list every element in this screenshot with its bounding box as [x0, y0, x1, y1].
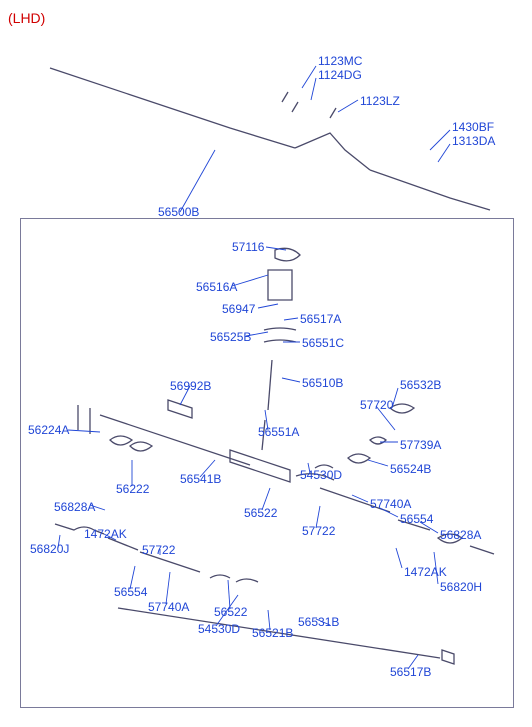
part-label-56517A[interactable]: 56517A [300, 312, 341, 326]
part-label-56516A[interactable]: 56516A [196, 280, 237, 294]
part-label-56521B[interactable]: 56521B [252, 626, 293, 640]
part-label-57720[interactable]: 57720 [360, 398, 393, 412]
part-label-56500B[interactable]: 56500B [158, 205, 199, 219]
part-label-1123MC[interactable]: 1123MC [318, 54, 362, 68]
part-label-1124DG[interactable]: 1124DG [318, 68, 362, 82]
part-label-56224A[interactable]: 56224A [28, 423, 69, 437]
part-label-56554[interactable]: 56554 [400, 512, 433, 526]
part-label-56517B[interactable]: 56517B [390, 665, 431, 679]
part-label-1313DA[interactable]: 1313DA [452, 134, 495, 148]
variant-label: (LHD) [8, 10, 45, 26]
part-label-56541B[interactable]: 56541B [180, 472, 221, 486]
part-label-56531B[interactable]: 56531B [298, 615, 339, 629]
part-label-57740A[interactable]: 57740A [370, 497, 411, 511]
part-label-57722[interactable]: 57722 [142, 543, 175, 557]
part-label-56524B[interactable]: 56524B [390, 462, 431, 476]
part-label-56522[interactable]: 56522 [214, 605, 247, 619]
part-label-56551A[interactable]: 56551A [258, 425, 299, 439]
part-label-54530D[interactable]: 54530D [198, 622, 240, 636]
part-label-1472AK[interactable]: 1472AK [84, 527, 127, 541]
part-label-56222[interactable]: 56222 [116, 482, 149, 496]
part-label-56510B[interactable]: 56510B [302, 376, 343, 390]
part-label-57722[interactable]: 57722 [302, 524, 335, 538]
part-label-56522[interactable]: 56522 [244, 506, 277, 520]
part-label-56820J[interactable]: 56820J [30, 542, 69, 556]
part-label-56828A[interactable]: 56828A [440, 528, 481, 542]
part-label-56551C[interactable]: 56551C [302, 336, 344, 350]
part-label-56554[interactable]: 56554 [114, 585, 147, 599]
part-label-1123LZ[interactable]: 1123LZ [360, 94, 400, 108]
part-label-56992B[interactable]: 56992B [170, 379, 211, 393]
part-label-56532B[interactable]: 56532B [400, 378, 441, 392]
part-label-1430BF[interactable]: 1430BF [452, 120, 494, 134]
part-label-56947[interactable]: 56947 [222, 302, 255, 316]
part-label-57739A[interactable]: 57739A [400, 438, 441, 452]
part-label-56828A[interactable]: 56828A [54, 500, 95, 514]
part-label-56820H[interactable]: 56820H [440, 580, 482, 594]
part-label-57740A[interactable]: 57740A [148, 600, 189, 614]
part-label-1472AK[interactable]: 1472AK [404, 565, 447, 579]
part-label-56525B[interactable]: 56525B [210, 330, 251, 344]
part-label-54530D[interactable]: 54530D [300, 468, 342, 482]
part-label-57116[interactable]: 57116 [232, 240, 264, 254]
